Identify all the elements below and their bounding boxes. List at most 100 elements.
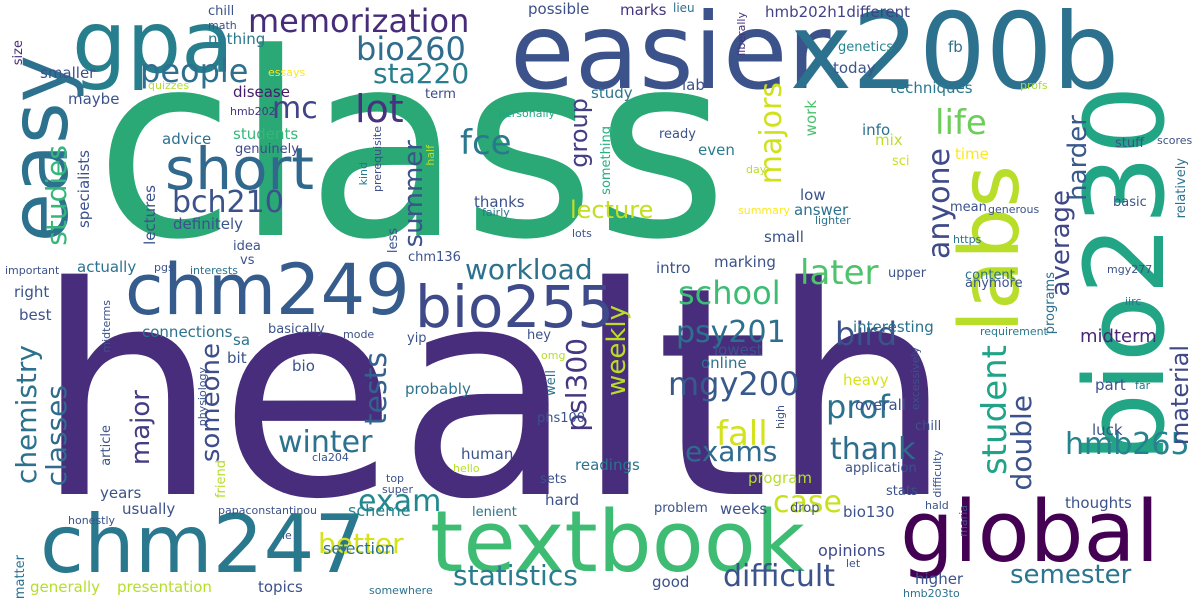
word-later: later	[800, 253, 879, 293]
word-genetics: genetics	[838, 40, 894, 55]
word-short: short	[165, 135, 315, 203]
word-bio: bio	[292, 357, 315, 375]
word-mean: mean	[950, 200, 987, 215]
word-lenient: lenient	[472, 505, 517, 520]
word-lieu: lieu	[673, 1, 695, 15]
word-chemistry: chemistry	[10, 345, 43, 485]
word-important: important	[5, 264, 60, 277]
word-sets: sets	[540, 472, 567, 487]
word-requirement: requirement	[980, 325, 1048, 338]
word-time: time	[955, 145, 989, 163]
word-opinions: opinions	[818, 541, 886, 560]
word-basic: basic	[1113, 195, 1147, 210]
word-content: content	[965, 268, 1015, 283]
word-lots: lots	[572, 227, 592, 240]
word-thank: thank	[830, 432, 916, 467]
word-day: day	[746, 163, 767, 176]
word-lighter: lighter	[815, 214, 851, 227]
word-chill2: chill	[915, 419, 942, 434]
word-lowest: lowest	[714, 341, 763, 359]
word-thoughts: thoughts	[1065, 494, 1132, 512]
word-iirc: iirc	[1125, 295, 1142, 308]
word-psy201: psy201	[676, 315, 786, 350]
word-fce: fce	[460, 123, 512, 163]
word-good: good	[652, 573, 690, 591]
word-maria: maria	[957, 505, 970, 537]
word-bio260: bio260	[356, 30, 466, 68]
word-stuff: stuff	[1115, 136, 1145, 151]
word-personally: personally	[498, 107, 556, 120]
word-less: less	[386, 228, 401, 254]
word-midterms: midterms	[100, 300, 113, 353]
word-vs: vs	[240, 253, 255, 268]
word-hald: hald	[925, 499, 949, 512]
word-hard: hard	[545, 491, 580, 509]
word-hmb202h1different: hmb202h1different	[765, 3, 911, 21]
word-anymore: anymore	[965, 276, 1023, 291]
word-class: class	[95, 0, 729, 296]
word-mode: mode	[343, 328, 375, 341]
word-friend: friend	[214, 460, 229, 499]
word-right: right	[14, 283, 50, 301]
word-chm247: chm247	[40, 498, 366, 591]
word-liberally: liberally	[735, 12, 748, 56]
word-excessively: excessively	[909, 347, 922, 411]
word-interests: interests	[190, 264, 238, 277]
word-bit: bit	[227, 349, 247, 367]
word-let: let	[846, 557, 861, 570]
word-idea: idea	[233, 239, 261, 254]
word-quizzes: quizzes	[148, 79, 190, 92]
word-fairly: fairly	[482, 206, 510, 219]
word-lab: lab	[682, 76, 705, 94]
word-connections: connections	[142, 323, 233, 341]
word-possible: possible	[528, 0, 590, 18]
word-super: super	[382, 483, 413, 496]
word-bird: bird	[835, 315, 898, 353]
word-top: top	[386, 472, 405, 485]
word-ie: ie	[282, 529, 292, 542]
word-x200b: x200b	[790, 0, 1120, 113]
word-easier: easier	[510, 0, 831, 113]
word-hey: hey	[527, 328, 551, 343]
word-semester: semester	[1010, 560, 1132, 590]
word-online: online	[701, 354, 747, 372]
word-mgy277: mgy277	[1107, 263, 1153, 276]
word-work: work	[802, 100, 820, 137]
word-size: size	[11, 40, 26, 66]
word-double: double	[1005, 395, 1038, 491]
word-sta220: sta220	[373, 57, 470, 90]
word-article: article	[99, 425, 114, 466]
word-difficulty: difficulty	[931, 450, 944, 498]
word-hello: hello	[453, 462, 480, 475]
word-today: today	[833, 59, 876, 77]
word-matter: matter	[13, 555, 28, 600]
word-genuinely: genuinely	[235, 142, 299, 157]
word-nothing: nothing	[208, 30, 266, 48]
word-upper: upper	[888, 266, 927, 281]
word-marking: marking	[714, 253, 776, 271]
word-generally: generally	[30, 578, 101, 596]
word-smaller: smaller	[40, 64, 96, 82]
word-summary: summary	[738, 204, 790, 217]
word-chill: chill	[208, 4, 235, 19]
word-marks: marks	[620, 1, 667, 19]
word-sci: sci	[892, 154, 910, 169]
word-hmb203to: hmb203to	[903, 587, 960, 600]
word-prerequisite: prerequisite	[371, 126, 384, 192]
word-phs100: phs100	[537, 411, 586, 426]
word-health: health	[35, 226, 954, 563]
word-fb: fb	[948, 38, 963, 56]
word-low: low	[800, 186, 826, 204]
word-tests: tests	[359, 352, 394, 426]
word-part: part	[1095, 376, 1126, 394]
word-scheme: scheme	[348, 501, 411, 520]
word-well: well	[544, 370, 559, 396]
word-kind: kind	[357, 162, 370, 186]
word-life: life	[935, 103, 987, 143]
word-better: better	[318, 527, 404, 560]
word-high: high	[774, 405, 787, 429]
word-people: people	[140, 52, 249, 90]
word-term: term	[425, 87, 456, 102]
word-techniques: techniques	[890, 79, 973, 97]
word-sa: sa	[233, 331, 251, 349]
